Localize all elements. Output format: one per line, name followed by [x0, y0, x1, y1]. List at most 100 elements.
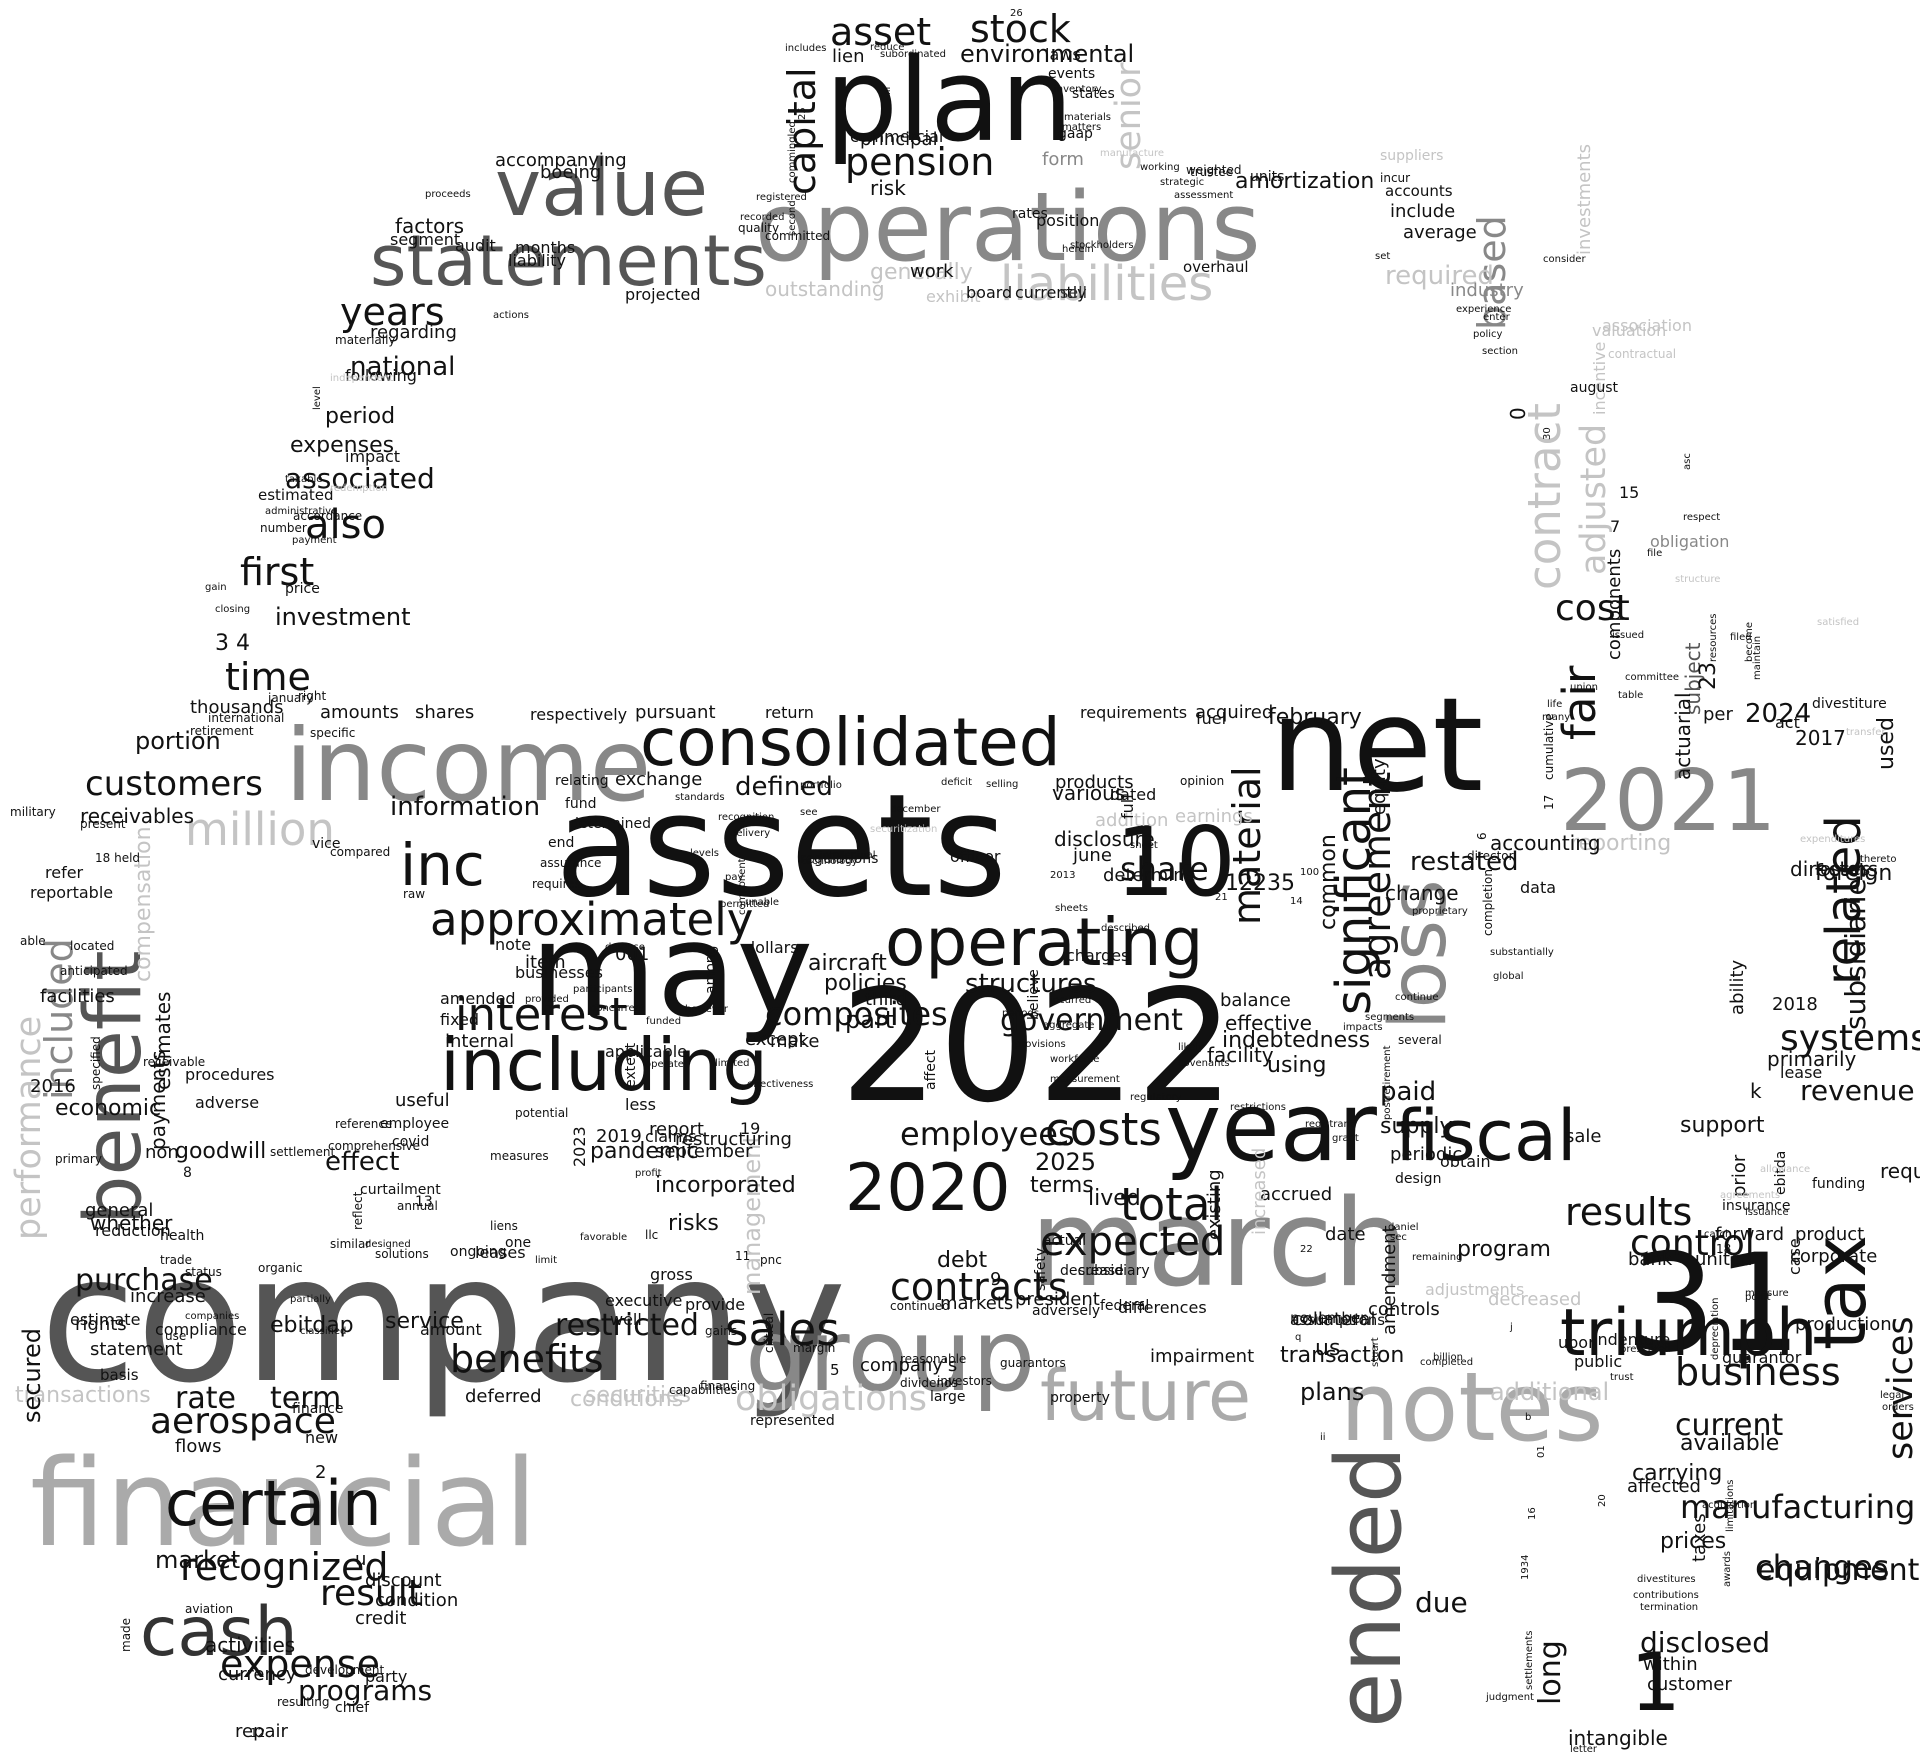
cloud-word: us — [1315, 1336, 1340, 1361]
cloud-word: respectively — [530, 705, 627, 724]
cloud-word: june — [1072, 845, 1112, 866]
cloud-word: billion — [1433, 1352, 1463, 1363]
cloud-word: exchange — [615, 769, 702, 790]
cloud-word: ended — [1317, 1446, 1422, 1728]
cloud-word: 20 — [1597, 1494, 1608, 1507]
cloud-word: consider — [1543, 254, 1586, 265]
cloud-word: total — [1120, 1178, 1223, 1231]
cloud-word: substantially — [1490, 947, 1554, 958]
cloud-word: permitted — [720, 899, 769, 910]
cloud-word: factors — [395, 214, 464, 238]
cloud-word: years — [340, 290, 445, 334]
cloud-word: limitations — [1725, 1480, 1736, 1533]
cloud-word: agreements — [1720, 1190, 1780, 1201]
cloud-word: closing — [215, 604, 250, 615]
cloud-word: material — [1225, 766, 1269, 925]
cloud-word: limited — [715, 1058, 750, 1069]
cloud-word: disclosed — [1640, 1626, 1770, 1659]
cloud-word: period — [325, 404, 395, 429]
cloud-word: march — [1030, 1175, 1409, 1314]
cloud-word: require — [1880, 1159, 1920, 1183]
cloud-word: upon — [1558, 1333, 1598, 1352]
cloud-word: additional — [1490, 1378, 1609, 1406]
cloud-word: programs — [298, 1674, 432, 1707]
cloud-word: used — [1874, 717, 1899, 770]
cloud-word: prices — [1660, 1529, 1726, 1554]
cloud-word: compared — [330, 845, 390, 859]
cloud-word: composites — [765, 995, 948, 1033]
cloud-word: regarding — [370, 322, 457, 343]
cloud-word: public — [1574, 1352, 1622, 1371]
cloud-word: claims — [645, 1127, 696, 1146]
cloud-word: businesses — [515, 963, 603, 982]
cloud-word: selling — [986, 779, 1018, 790]
cloud-word: third — [865, 989, 907, 1010]
cloud-word: case — [1785, 1238, 1804, 1275]
cloud-word: investors — [937, 1374, 992, 1388]
cloud-word: future — [1040, 1355, 1251, 1437]
cloud-word: data — [1520, 878, 1556, 897]
cloud-word: generally — [870, 260, 973, 285]
cloud-word: pursuant — [635, 702, 716, 723]
cloud-word: association — [1602, 316, 1692, 335]
cloud-word: full — [1118, 794, 1137, 819]
cloud-word: december — [890, 804, 941, 815]
cloud-word: support — [1680, 1113, 1765, 1138]
cloud-word: related — [1816, 815, 1872, 985]
cloud-word: changes — [1755, 1548, 1889, 1586]
cloud-word: program — [1457, 1237, 1551, 1262]
cloud-word: senior — [1109, 62, 1149, 170]
cloud-word: applicable — [605, 1042, 687, 1061]
cloud-word: principal — [860, 129, 938, 150]
cloud-word: remaining — [1412, 1252, 1463, 1263]
cloud-word: 9 — [990, 1269, 1001, 1290]
cloud-word: extent — [623, 1042, 639, 1088]
cloud-word: common — [1316, 834, 1341, 930]
cloud-word: guarantor — [1722, 1348, 1802, 1367]
cloud-word: noncurrent — [590, 1003, 645, 1014]
cloud-word: development — [305, 1663, 384, 1677]
cloud-word: operate — [645, 1059, 684, 1070]
cloud-word: employee — [380, 1116, 449, 1132]
cloud-word: useful — [395, 1090, 450, 1111]
cloud-word: discount — [365, 1570, 442, 1591]
cloud-word: indebtedness — [1222, 1028, 1370, 1053]
cloud-word: recognized — [180, 1545, 389, 1589]
cloud-word: restated — [1410, 847, 1518, 877]
cloud-word: second — [787, 200, 798, 236]
cloud-word: events — [1048, 66, 1095, 82]
cloud-word: company — [40, 1219, 847, 1422]
cloud-word: opinion — [1180, 774, 1224, 788]
cloud-word: segments — [1365, 1012, 1414, 1023]
cloud-word: regulatory — [1130, 1092, 1182, 1103]
cloud-word: management — [738, 1134, 766, 1295]
cloud-word: independent — [330, 373, 393, 384]
cloud-word: obligation — [1650, 532, 1729, 551]
cloud-word: large — [930, 1389, 965, 1405]
cloud-word: income — [285, 707, 651, 824]
cloud-word: thousands — [190, 697, 284, 718]
cloud-word: described — [1101, 923, 1150, 934]
cloud-word: national — [350, 352, 455, 382]
cloud-word: credit — [355, 1608, 406, 1629]
words-group: company2022assetsmarchmayfinancialoperat… — [9, 7, 1920, 1755]
cloud-word: pay — [725, 872, 743, 883]
cloud-word: working — [1140, 162, 1180, 173]
cloud-word: operating — [885, 904, 1203, 981]
cloud-word: 12235 — [1225, 871, 1295, 896]
cloud-word: defense — [605, 942, 645, 953]
cloud-word: price — [285, 581, 320, 597]
cloud-word: executive — [605, 1291, 682, 1310]
cloud-word: based — [1470, 215, 1514, 330]
cloud-word: annual — [397, 1199, 438, 1213]
cloud-word: maintain — [1752, 636, 1763, 680]
cloud-word: right — [298, 689, 326, 703]
cloud-word: trade — [160, 1253, 192, 1267]
cloud-word: except — [745, 1029, 806, 1050]
cloud-word: deferred — [465, 1386, 542, 1407]
cloud-word: settlement — [270, 1145, 335, 1159]
cloud-word: regulations — [800, 851, 878, 867]
cloud-word: 2018 — [1772, 994, 1818, 1015]
cloud-word: awards — [1722, 1551, 1733, 1587]
cloud-word: iii — [882, 87, 893, 95]
